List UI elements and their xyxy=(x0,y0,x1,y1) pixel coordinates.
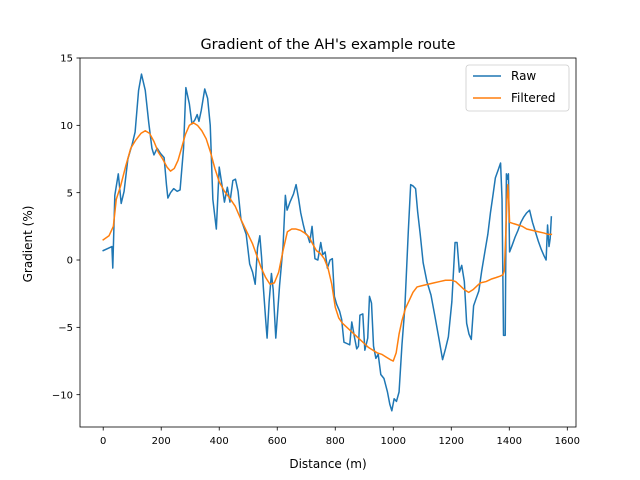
y-tick-label: 15 xyxy=(60,54,73,65)
legend-label-filtered: Filtered xyxy=(511,91,555,105)
x-tick-label: 1600 xyxy=(555,436,580,447)
x-tick-label: 400 xyxy=(210,436,229,447)
y-tick-label: 10 xyxy=(60,121,73,132)
plot-area xyxy=(80,58,576,427)
y-tick-label: 0 xyxy=(67,256,73,267)
axes-layer: 0 200 400 600 800 1000 1200 1400 1600 −10 −5 0 5 10 15 xyxy=(52,54,580,447)
chart-title: Gradient of the AH's example route xyxy=(200,37,455,53)
x-tick-label: 800 xyxy=(326,436,345,447)
x-tick-label: 1200 xyxy=(439,436,464,447)
series-line-filtered xyxy=(102,121,553,362)
y-tick-label: −10 xyxy=(52,390,73,401)
x-axis-label: Distance (m) xyxy=(289,457,366,471)
x-tick-label: 600 xyxy=(268,436,287,447)
axes-frame xyxy=(79,57,577,428)
x-tick-label: 200 xyxy=(152,436,171,447)
y-tick-label: 5 xyxy=(67,188,73,199)
plot-background xyxy=(80,58,576,427)
x-tick-label: 0 xyxy=(100,436,106,447)
y-tick-label: −5 xyxy=(58,323,73,334)
legend: Raw Filtered xyxy=(465,64,570,112)
x-tick-label: 1000 xyxy=(381,436,406,447)
x-tick-label: 1400 xyxy=(497,436,522,447)
series-line-raw xyxy=(102,73,553,412)
series-layer xyxy=(102,73,553,412)
legend-label-raw: Raw xyxy=(511,69,536,83)
y-axis-label: Gradient (%) xyxy=(21,206,35,283)
